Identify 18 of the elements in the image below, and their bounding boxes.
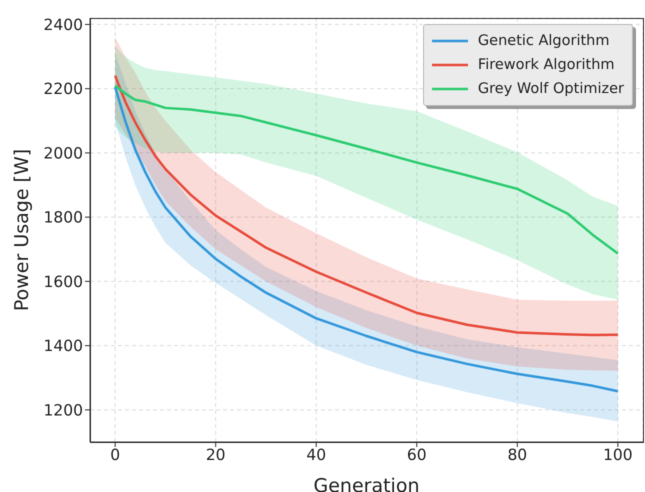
y-tick-label: 1400: [44, 337, 83, 356]
y-tick-label: 1200: [44, 401, 83, 420]
x-tick-label: 100: [603, 446, 633, 464]
y-tick-label: 1600: [44, 272, 83, 291]
x-tick-label: 60: [406, 446, 427, 464]
y-tick-label: 2400: [44, 16, 83, 34]
x-tick-label: 20: [206, 446, 226, 464]
y-tick-label: 1800: [44, 208, 83, 227]
x-tick-label: 40: [306, 446, 326, 464]
legend-label: Genetic Algorithm: [478, 33, 610, 49]
legend-label: Grey Wolf Optimizer: [478, 81, 624, 97]
x-tick-label: 80: [507, 446, 528, 464]
x-axis-title: Generation: [314, 475, 420, 492]
y-tick-label: 2000: [44, 144, 83, 162]
x-tick-label: 0: [110, 446, 120, 464]
legend-label: Firework Algorithm: [478, 57, 615, 73]
y-tick-label: 2200: [44, 80, 83, 98]
y-axis-title: Power Usage [W]: [11, 148, 33, 312]
